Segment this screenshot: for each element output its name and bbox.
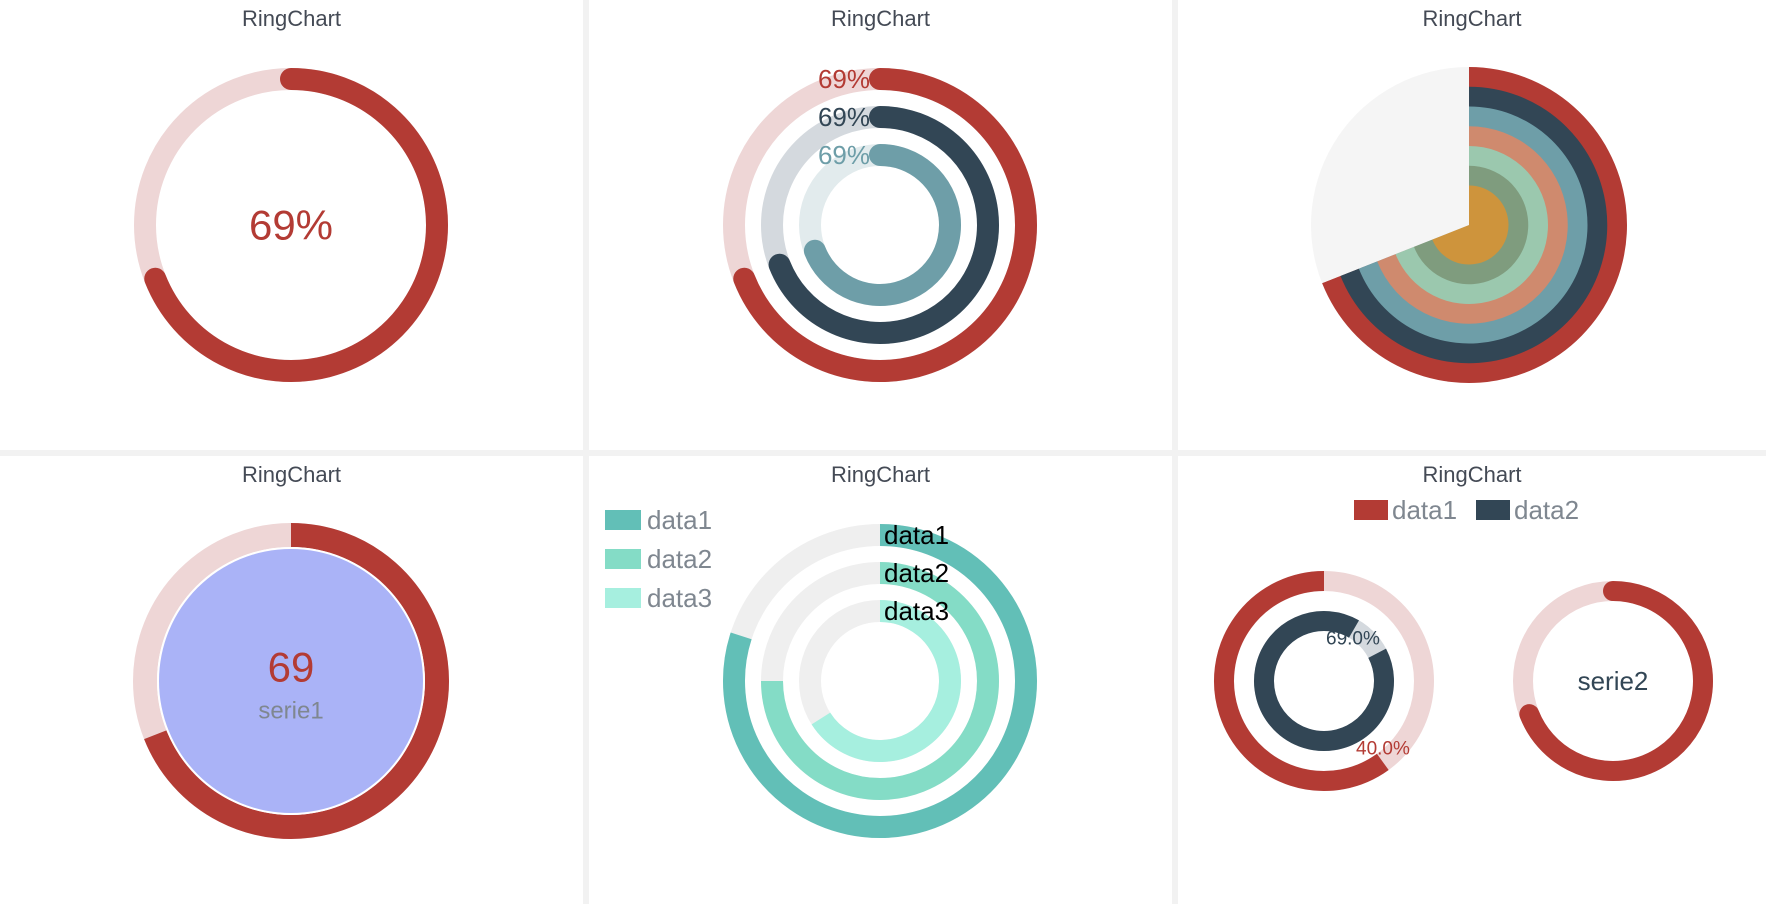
center-value-label: 69%	[249, 202, 333, 249]
ring-band-8	[1450, 205, 1489, 245]
panel-title: RingChart	[830, 6, 931, 31]
panel-1: RingChart 69%	[0, 0, 583, 450]
ring-arc-3	[803, 144, 961, 306]
legend-swatch-1	[1354, 500, 1388, 520]
panel-title: RingChart	[241, 462, 342, 487]
legend-swatch-3	[605, 588, 641, 608]
ring-label-1: data1	[884, 520, 949, 550]
legend-label-2: data2	[1514, 495, 1579, 525]
ring-value-arc	[1519, 581, 1713, 781]
inner-ring-value-label: 69.0%	[1326, 629, 1380, 650]
ring-chart-5: data1 data1 data2 data2 data3 data3	[605, 505, 1037, 838]
panel-title: RingChart	[830, 462, 931, 487]
panel-6: RingChart data1 data2 69.0% 40.0% serie2	[1178, 456, 1766, 904]
ring-label-1: 69%	[818, 64, 870, 94]
panel-3: RingChart	[1178, 0, 1766, 450]
ring-label-2: 69%	[818, 102, 870, 132]
ring-chart-3	[1311, 67, 1627, 384]
ring-label-2: data2	[884, 558, 949, 588]
panel-title: RingChart	[1422, 6, 1522, 31]
ring-chart-6: data1 data2 69.0% 40.0% serie2	[1214, 495, 1713, 791]
legend-label-1: data1	[647, 505, 712, 535]
legend-label-3: data3	[647, 583, 712, 613]
ring-label-3: data3	[884, 596, 949, 626]
outer-ring-value-label: 40.0%	[1356, 739, 1410, 760]
legend-label-2: data2	[647, 544, 712, 574]
ring-chart-4: 69 serie1	[133, 523, 449, 839]
inner-disc	[159, 549, 423, 813]
legend-swatch-2	[1476, 500, 1510, 520]
center-value-label: 69	[268, 644, 315, 691]
panel-5: RingChart data1 data1 data2 data2 data3 data3	[589, 456, 1172, 904]
ring-chart-2: 69% 69% 69%	[723, 64, 1037, 382]
remainder-sector	[1311, 67, 1469, 284]
series-name-label: serie2	[1578, 666, 1649, 696]
ring-arc-2	[768, 106, 999, 344]
ring-chart-1: 69%	[134, 68, 448, 382]
ring-arc-3	[811, 600, 961, 762]
panel-title: RingChart	[1422, 462, 1522, 487]
ring-value-arc	[144, 523, 449, 839]
outer-ring-arc	[1214, 571, 1389, 791]
legend-label-1: data1	[1392, 495, 1457, 525]
panel-4: RingChart 69 serie1	[0, 456, 583, 904]
inner-ring-arc	[1254, 611, 1394, 751]
series-name-label: serie1	[258, 698, 323, 725]
ring-arc-1	[723, 524, 1037, 838]
panel-title: RingChart	[241, 6, 342, 31]
panel-2: RingChart 69% 69% 69%	[589, 0, 1172, 450]
legend-swatch-2	[605, 549, 641, 569]
ring-value-arc	[144, 68, 448, 382]
ring-arc-1	[733, 68, 1037, 382]
ring-arc-2	[761, 562, 999, 800]
ring-label-3: 69%	[818, 140, 870, 170]
legend-swatch-1	[605, 510, 641, 530]
